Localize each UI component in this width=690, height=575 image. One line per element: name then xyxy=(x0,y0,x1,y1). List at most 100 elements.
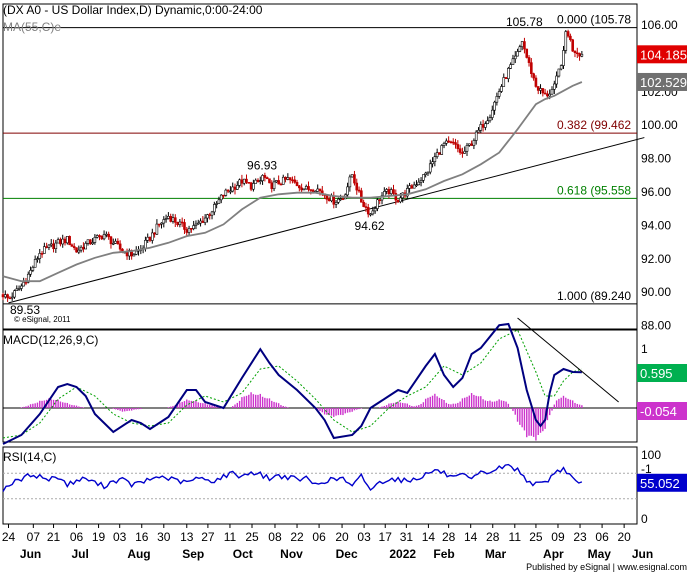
candle-body xyxy=(263,175,267,178)
candle-body xyxy=(272,181,276,189)
candle-body xyxy=(337,198,340,203)
day-tick-label: 17 xyxy=(379,530,393,544)
candle-body xyxy=(187,228,191,233)
day-tick-label: 19 xyxy=(92,530,106,544)
macd-tick-label: -1 xyxy=(641,462,652,476)
candle-body xyxy=(422,174,425,181)
candle-body xyxy=(236,185,239,190)
candle-body xyxy=(555,75,558,85)
price-panel: 106.00104.00102.00100.0098.0096.0094.009… xyxy=(1,3,687,333)
candle-body xyxy=(465,145,469,152)
moving-average-line xyxy=(2,81,583,283)
candle-body xyxy=(109,236,113,245)
month-label: Jul xyxy=(72,547,89,561)
day-tick-label: 16 xyxy=(135,530,149,544)
candle-body xyxy=(224,189,228,196)
candle-body xyxy=(488,117,492,122)
candle-body xyxy=(392,189,395,194)
month-label: Oct xyxy=(233,547,253,561)
candle-body xyxy=(178,221,182,226)
candle-body xyxy=(171,217,175,222)
candle-body xyxy=(17,288,21,290)
candle-body xyxy=(238,179,241,186)
candle-body xyxy=(231,186,235,192)
month-label: Sep xyxy=(182,547,204,561)
candle-body xyxy=(424,172,427,175)
candle-body xyxy=(376,199,379,209)
candle-body xyxy=(479,124,483,131)
candle-body xyxy=(350,174,354,178)
candle-body xyxy=(438,152,441,155)
candle-body xyxy=(229,190,232,193)
candle-body xyxy=(208,214,212,216)
rsi-label: RSI(14,C) xyxy=(3,450,56,464)
candle-body xyxy=(366,207,370,215)
candle-body xyxy=(431,161,434,165)
candle-body xyxy=(201,220,205,223)
candle-body xyxy=(66,236,69,244)
month-label: Mar xyxy=(485,547,507,561)
day-tick-label: 07 xyxy=(27,530,41,544)
candle-body xyxy=(217,199,221,204)
candle-body xyxy=(442,142,446,146)
candle-body xyxy=(215,203,218,205)
candle-body xyxy=(24,281,28,284)
candle-body xyxy=(84,243,87,250)
candle-body xyxy=(408,185,411,189)
candle-body xyxy=(20,285,23,289)
candle-body xyxy=(26,273,30,283)
candle-body xyxy=(293,179,297,183)
candle-body xyxy=(10,296,14,299)
candle-body xyxy=(245,178,248,183)
candle-body xyxy=(341,198,345,200)
candle-body xyxy=(348,176,352,188)
candle-body xyxy=(270,182,274,189)
candle-body xyxy=(8,297,12,300)
candle-body xyxy=(550,89,554,95)
macd-line xyxy=(2,322,582,445)
candle-body xyxy=(277,180,280,185)
candle-body xyxy=(346,186,349,196)
candle-body xyxy=(233,186,237,190)
candle-body xyxy=(281,176,285,185)
candle-body xyxy=(440,145,444,155)
candle-body xyxy=(527,57,531,63)
last-price-box: 104.185 xyxy=(640,47,687,62)
candle-body xyxy=(265,177,269,180)
candle-body xyxy=(151,232,154,241)
ma-label: MA(55,C)e xyxy=(3,20,61,34)
fib-label: 0.000 (105.78 xyxy=(557,13,631,27)
macd-trendline xyxy=(517,317,619,403)
candle-body xyxy=(82,246,85,250)
candle-body xyxy=(557,68,561,77)
candle-body xyxy=(332,195,336,205)
rsi-value-box-bg xyxy=(637,473,687,492)
candle-body xyxy=(445,140,448,144)
candle-body xyxy=(497,91,501,97)
ma-value-box: 102.529 xyxy=(640,75,687,90)
candle-body xyxy=(516,51,519,57)
candle-body xyxy=(194,223,198,226)
candle-body xyxy=(456,144,460,150)
day-tick-label: 27 xyxy=(201,530,215,544)
candle-body xyxy=(500,86,503,92)
candle-body xyxy=(385,189,388,192)
candle-body xyxy=(56,239,60,244)
candle-body xyxy=(449,141,453,144)
price-tick-label: 96.00 xyxy=(641,185,671,199)
candle-body xyxy=(45,246,48,248)
candle-body xyxy=(316,188,320,192)
candle-body xyxy=(532,73,535,79)
candle-body xyxy=(580,53,584,57)
candle-body xyxy=(502,77,506,87)
candle-body xyxy=(486,120,489,124)
macd-hist-box-bg xyxy=(637,402,687,420)
last-price-box-bg xyxy=(637,45,687,64)
candle-body xyxy=(160,222,163,225)
candle-body xyxy=(539,88,542,91)
candle-body xyxy=(134,250,138,255)
swing-label: 96.93 xyxy=(247,158,277,172)
candle-body xyxy=(525,48,529,58)
candle-body xyxy=(378,199,382,201)
candle-body xyxy=(355,182,359,191)
